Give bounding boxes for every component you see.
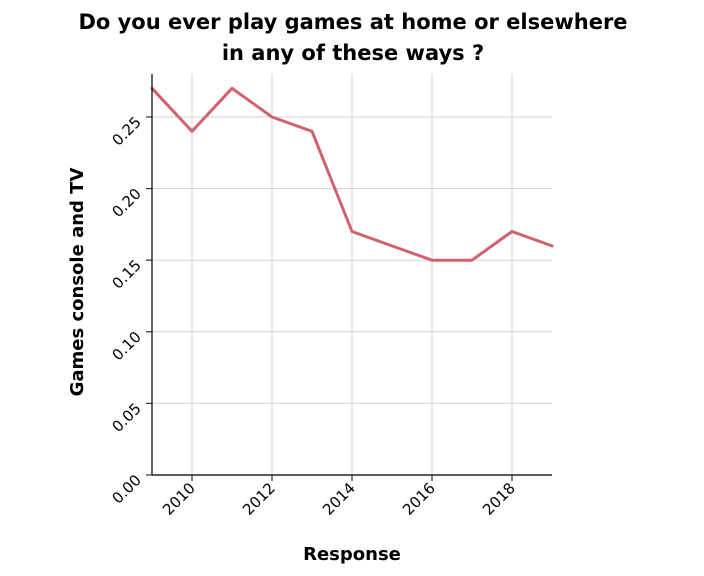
- y-tick-label: 0.20: [108, 185, 144, 221]
- x-tick-label: 2012: [239, 479, 279, 519]
- series-layer: [150, 86, 554, 262]
- x-tick-label: 2018: [479, 479, 519, 519]
- y-tick-label: 0.10: [108, 328, 144, 364]
- x-tick-label: 2010: [159, 479, 199, 519]
- chart-title-line-2: in any of these ways ?: [222, 41, 484, 65]
- y-tick-label: 0.25: [108, 113, 144, 149]
- gridlines: [152, 74, 552, 476]
- y-tick-label: 0.05: [108, 399, 144, 435]
- y-tick-label: 0.00: [108, 471, 144, 507]
- chart-title-line-1: Do you ever play games at home or elsewh…: [78, 10, 627, 34]
- y-tick-label: 0.15: [108, 256, 144, 292]
- x-axis-label: Response: [303, 544, 401, 565]
- x-tick-label: 2014: [319, 479, 359, 519]
- series-line: [150, 86, 554, 262]
- x-tick-label: 2016: [399, 479, 439, 519]
- y-axis-label: Games console and TV: [67, 168, 88, 397]
- axes: [146, 74, 552, 481]
- tick-labels: 0.00 0.05 0.10 0.15 0.20 0.25 2010 2012 2014 2016…: [108, 113, 518, 519]
